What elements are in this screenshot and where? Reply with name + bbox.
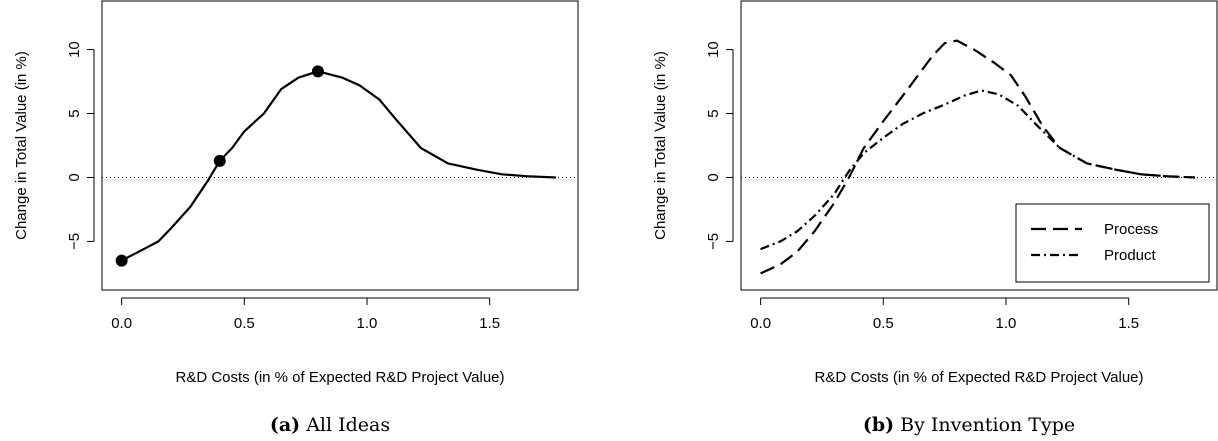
y-tick-label: −5 <box>705 233 722 250</box>
x-tick-label: 1.0 <box>357 315 378 332</box>
panel-1: 0.0 0.5 1.0 1.5 −5 0 5 10 R&D Costs (in % of Exp… <box>13 0 579 436</box>
x-axis-label: R&D Costs (in % of Expected R&D Project … <box>175 369 504 386</box>
x-tick-label: 0.5 <box>234 315 255 332</box>
y-tick-label: 10 <box>66 41 83 58</box>
legend-label-process: Process <box>1104 221 1158 238</box>
data-point-marker <box>115 254 128 267</box>
x-tick-label: 0.0 <box>750 315 771 332</box>
y-tick-label: 10 <box>705 41 722 58</box>
caption-prefix: (a) <box>270 414 300 436</box>
x-tick-label: 1.0 <box>996 315 1017 332</box>
y-tick-label: 0 <box>66 173 83 181</box>
panel-caption: (a) All Ideas <box>270 414 390 436</box>
caption-text: All Ideas <box>300 414 390 436</box>
panel-2: 0.0 0.5 1.0 1.5 −5 0 5 10 R&D Costs (in % of Exp… <box>652 0 1218 436</box>
legend-label-product: Product <box>1104 247 1157 264</box>
plot-frame <box>101 0 579 291</box>
data-point-marker <box>213 154 226 167</box>
x-tick-label: 0.0 <box>111 315 132 332</box>
x-tick-label: 1.5 <box>1118 315 1139 332</box>
y-tick-label: 5 <box>66 109 83 117</box>
y-tick-label: −5 <box>66 233 83 250</box>
legend-box <box>1015 203 1210 283</box>
plot-frame <box>740 0 1218 291</box>
series-line-product <box>760 89 1195 251</box>
y-axis-label: Change in Total Value (in %) <box>13 51 30 240</box>
y-axis-label: Change in Total Value (in %) <box>652 51 669 240</box>
x-tick-label: 0.5 <box>873 315 894 332</box>
panel-caption: (b) By Invention Type <box>863 414 1075 436</box>
series-line-process <box>760 39 1195 275</box>
x-axis-label: R&D Costs (in % of Expected R&D Project … <box>814 369 1143 386</box>
x-tick-label: 1.5 <box>479 315 500 332</box>
caption-text: By Invention Type <box>894 414 1075 436</box>
y-tick-label: 5 <box>705 109 722 117</box>
data-point-marker <box>311 65 324 78</box>
legend: Process Product <box>1015 203 1210 283</box>
caption-prefix: (b) <box>863 414 894 436</box>
y-tick-label: 0 <box>705 173 722 181</box>
series-line-1 <box>121 70 556 262</box>
